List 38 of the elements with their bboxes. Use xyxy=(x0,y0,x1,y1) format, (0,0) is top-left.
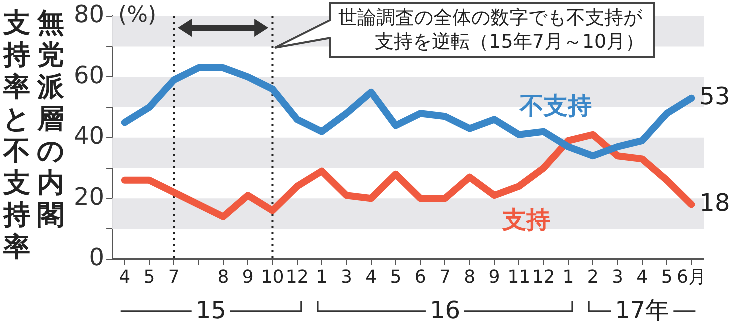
y-tick-label: 60 xyxy=(74,61,105,90)
y-axis-title: (%) xyxy=(118,3,157,28)
data-label: 53 xyxy=(700,82,730,111)
x-tick-label: 1 xyxy=(562,266,574,288)
annotation: 世論調査の全体の数字でも不支持が支持を逆転（15年7月～10月） xyxy=(328,2,655,58)
x-tick-label: 2 xyxy=(587,266,599,288)
x-tick-label: 4 xyxy=(636,266,648,288)
x-tick-label: 4 xyxy=(119,266,131,288)
x-tick-label: 11 xyxy=(508,266,531,288)
x-tick-label: 8 xyxy=(218,266,230,288)
text: 支持率と不支持率 xyxy=(2,8,32,264)
series-label: 不支持 xyxy=(519,92,592,120)
x-tick-label: 5 xyxy=(390,266,402,288)
x-tick-label: 5 xyxy=(661,266,673,288)
x-tick-label: 9 xyxy=(488,266,500,288)
x-tick-label: 9 xyxy=(242,266,254,288)
text: 15 xyxy=(196,296,226,321)
x-tick-label: 6 xyxy=(414,266,426,288)
x-tick-label: 5 xyxy=(144,266,156,288)
x-tick-label: 3 xyxy=(340,266,352,288)
y-tick-label: 0 xyxy=(89,244,105,272)
x-tick-label: 6月 xyxy=(676,266,706,288)
y-tick-label: 80 xyxy=(74,0,105,29)
x-tick-label: 7 xyxy=(440,266,451,288)
x-tick-label: 12 xyxy=(532,266,556,288)
y-tick-label: 40 xyxy=(74,122,105,150)
x-tick-label: 12 xyxy=(286,266,309,288)
y-tick-label: 20 xyxy=(74,182,105,211)
data-label: 18 xyxy=(700,188,730,217)
x-tick-label: 10 xyxy=(261,266,284,288)
series-label: 支持 xyxy=(502,206,551,234)
x-tick-label: 7 xyxy=(168,266,180,288)
text: 16 xyxy=(430,296,461,321)
x-tick-label: 1 xyxy=(316,266,328,288)
x-tick-label: 8 xyxy=(464,266,476,288)
x-tick-label: 4 xyxy=(366,266,378,288)
x-tick-label: 3 xyxy=(612,266,624,288)
text: 無党派層の内閣 xyxy=(36,8,66,232)
